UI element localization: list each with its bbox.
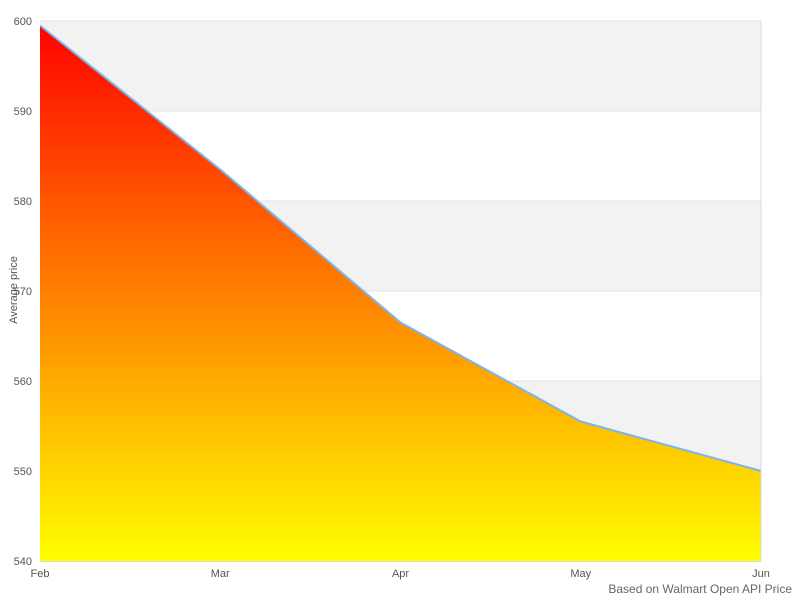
y-tick-label: 600	[14, 16, 32, 28]
y-tick-label: 550	[14, 466, 32, 478]
x-tick-label: Feb	[31, 568, 50, 580]
y-tick-label: 540	[14, 556, 32, 568]
area-series-line	[39, 24, 762, 472]
chart-caption: Based on Walmart Open API Price	[608, 582, 792, 596]
area-series-fill	[40, 25, 761, 561]
x-tick-label: Mar	[211, 568, 230, 580]
y-tick-label: 590	[14, 106, 32, 118]
x-tick-label: Apr	[392, 568, 409, 580]
x-tick-label: May	[570, 568, 591, 580]
y-tick-label: 560	[14, 376, 32, 388]
y-tick-label: 570	[14, 286, 32, 298]
y-tick-label: 580	[14, 196, 32, 208]
x-tick-label: Jun	[752, 568, 770, 580]
y-axis-title: Average price	[8, 256, 20, 324]
plot-band	[40, 21, 761, 111]
